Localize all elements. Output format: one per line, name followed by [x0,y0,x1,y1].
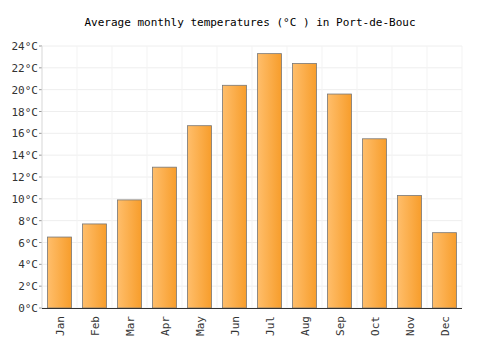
x-tick-label: Jul [264,316,277,336]
bar [398,196,422,308]
title: Average monthly temperatures (°C ) in Po… [84,16,415,29]
bar [48,237,72,308]
y-axis [42,46,43,308]
bar [433,233,457,308]
y-tick-label: 16°C [12,127,39,140]
y-tick-label: 12°C [12,171,39,184]
grid-line-vertical [322,46,323,308]
x-tick-label: Oct [369,316,382,336]
bar [293,63,317,308]
y-tick-label: 10°C [12,193,39,206]
x-tick-label: Feb [89,316,102,336]
x-tick-label: Aug [299,316,312,336]
grid-line-vertical [427,46,428,308]
grid-line-vertical [182,46,183,308]
grid-line-vertical [287,46,288,308]
grid-line-vertical [357,46,358,308]
x-axis [42,308,462,309]
bar [118,200,142,308]
y-tick-label: 14°C [12,149,39,162]
grid-line-vertical [252,46,253,308]
bars [48,54,457,308]
y-tick-label: 22°C [12,62,39,75]
y-tick-label: 8°C [18,215,38,228]
bar [153,167,177,308]
chart: Average monthly temperatures (°C ) in Po… [0,0,500,350]
x-tick-label: Jun [229,316,242,336]
bar [188,126,212,308]
y-tick-label: 4°C [18,258,38,271]
y-tick-label: 6°C [18,237,38,250]
y-tick-label: 20°C [12,84,39,97]
x-tick-label: Sep [334,316,347,336]
x-tick-label: Jan [54,316,67,336]
grid-line-vertical [112,46,113,308]
bar [258,54,282,308]
y-tick-label: 2°C [18,280,38,293]
grid-line-vertical [147,46,148,308]
grid-line-vertical [462,46,463,308]
x-tick-label: Dec [439,316,452,336]
bar [363,139,387,308]
grid-line-vertical [77,46,78,308]
x-tick-label: May [194,316,207,336]
grid-line-vertical [42,46,43,308]
grid-line-vertical [217,46,218,308]
y-tick-label: 0°C [18,302,38,315]
y-tick-label: 24°C [12,40,39,53]
x-tick-label: Apr [159,316,172,336]
y-tick-label: 18°C [12,106,39,119]
grid-line-vertical [392,46,393,308]
bar [223,85,247,308]
x-tick-label: Mar [124,316,137,336]
x-tick-label: Nov [404,316,417,336]
bar [328,94,352,308]
bar [83,224,107,308]
